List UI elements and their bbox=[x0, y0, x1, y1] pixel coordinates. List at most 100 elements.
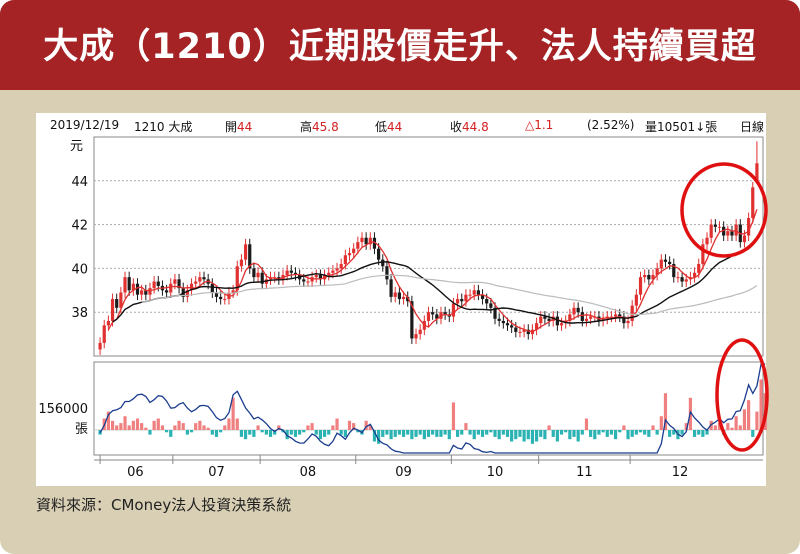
candle-body bbox=[505, 323, 510, 326]
inst-sell-bar bbox=[210, 430, 214, 435]
candle-body bbox=[626, 320, 630, 324]
inst-buy-bar bbox=[584, 418, 589, 430]
inst-sell-bar bbox=[634, 430, 638, 435]
inst-sell-bar bbox=[597, 430, 601, 435]
inst-sell-bar bbox=[680, 430, 684, 435]
candle-body bbox=[418, 329, 422, 335]
inst-sell-bar bbox=[401, 430, 406, 437]
inst-sell-bar bbox=[522, 430, 526, 442]
candle-body bbox=[643, 274, 647, 278]
inst-buy-bar bbox=[206, 427, 210, 430]
candle-body bbox=[115, 299, 119, 308]
inst-sell-bar bbox=[339, 430, 343, 435]
quote-header: 2019/12/19 1210 大成 開44 高45.8 低44 收44.8 △… bbox=[50, 118, 770, 134]
inst-sell-bar bbox=[526, 430, 530, 440]
candle-body bbox=[451, 303, 456, 317]
inst-sell-bar bbox=[343, 430, 347, 437]
inst-sell-bar bbox=[447, 430, 451, 440]
candle-body bbox=[314, 274, 318, 278]
inst-sell-bar bbox=[389, 430, 393, 440]
inst-sell-bar bbox=[518, 430, 522, 437]
candle-body bbox=[248, 244, 252, 269]
inst-buy-bar bbox=[331, 425, 335, 430]
inst-sell-bar bbox=[260, 430, 264, 433]
candle-body bbox=[630, 305, 634, 321]
inst-buy-bar bbox=[198, 420, 202, 430]
inst-sell-bar bbox=[460, 430, 464, 435]
inst-buy-bar bbox=[306, 425, 310, 430]
inst-sell-bar bbox=[626, 430, 630, 440]
low-value: 44 bbox=[387, 120, 403, 134]
volume-tick-label: 156000 bbox=[38, 402, 88, 417]
inst-sell-bar bbox=[501, 430, 505, 435]
candle-body bbox=[539, 316, 543, 324]
candle-body bbox=[335, 268, 339, 271]
inst-sell-bar bbox=[219, 430, 223, 433]
candle-body bbox=[331, 270, 335, 273]
candle-body bbox=[368, 237, 372, 245]
candle-body bbox=[252, 268, 256, 278]
inst-buy-bar bbox=[140, 423, 144, 430]
candle-body bbox=[144, 290, 148, 295]
month-label: 06 bbox=[127, 465, 144, 480]
candle-body bbox=[397, 292, 401, 300]
inst-sell-bar bbox=[418, 430, 422, 435]
volume-label: 量 bbox=[645, 120, 658, 134]
price-axis-unit: 元 bbox=[70, 139, 83, 154]
candle-body bbox=[480, 294, 485, 300]
inst-buy-bar bbox=[738, 425, 742, 430]
candle-body bbox=[127, 277, 131, 291]
inst-sell-bar bbox=[268, 430, 273, 437]
quote-date: 2019/12/19 bbox=[50, 118, 120, 132]
inst-buy-bar bbox=[730, 427, 734, 430]
inst-buy-bar bbox=[755, 411, 759, 430]
source-note: 資料來源：CMoney法人投資決策系統 bbox=[36, 496, 292, 514]
inst-buy-bar bbox=[177, 420, 181, 430]
candle-body bbox=[751, 187, 755, 219]
quote-stock: 1210 大成 bbox=[134, 120, 193, 134]
candle-body bbox=[356, 242, 360, 249]
inst-sell-bar bbox=[435, 430, 439, 437]
inst-sell-bar bbox=[327, 430, 331, 435]
inst-buy-bar bbox=[123, 416, 127, 430]
volume-highlight-circle bbox=[715, 338, 769, 452]
candle-body bbox=[393, 292, 397, 297]
inst-sell-bar bbox=[422, 430, 426, 440]
inst-buy-bar bbox=[364, 420, 368, 430]
candle-body bbox=[460, 299, 464, 302]
inst-sell-bar bbox=[148, 430, 152, 435]
figure-title: 大成（1210）近期股價走升、法人持續買超 bbox=[43, 27, 757, 67]
candle-body bbox=[401, 296, 406, 300]
candle-body bbox=[372, 237, 377, 249]
candle-body bbox=[510, 325, 514, 328]
candle-body bbox=[123, 277, 127, 293]
inst-buy-bar bbox=[742, 409, 747, 430]
inst-sell-bar bbox=[605, 430, 609, 437]
candle-body bbox=[518, 331, 522, 333]
candle-body bbox=[219, 296, 223, 300]
price-tick-label: 38 bbox=[71, 306, 88, 321]
candle-body bbox=[194, 281, 198, 284]
candle-body bbox=[214, 292, 219, 297]
candle-body bbox=[243, 244, 248, 260]
candle-body bbox=[306, 281, 310, 283]
candle-body bbox=[580, 312, 584, 321]
inst-sell-bar bbox=[601, 430, 605, 433]
candle-body bbox=[676, 277, 680, 279]
inst-sell-bar bbox=[564, 430, 568, 433]
candle-body bbox=[98, 342, 102, 350]
candle-body bbox=[742, 235, 747, 243]
price-highlight-circle bbox=[680, 162, 768, 258]
candle-body bbox=[152, 281, 156, 289]
inst-sell-bar bbox=[476, 430, 480, 435]
inst-buy-bar bbox=[115, 425, 119, 430]
candle-body bbox=[327, 272, 331, 275]
inst-sell-bar bbox=[356, 430, 360, 433]
candle-body bbox=[534, 323, 539, 330]
month-label: 08 bbox=[300, 465, 317, 480]
ma-short-line bbox=[107, 209, 758, 333]
high-label: 高 bbox=[300, 120, 313, 134]
candle-body bbox=[185, 290, 189, 297]
inst-sell-bar bbox=[239, 430, 244, 437]
